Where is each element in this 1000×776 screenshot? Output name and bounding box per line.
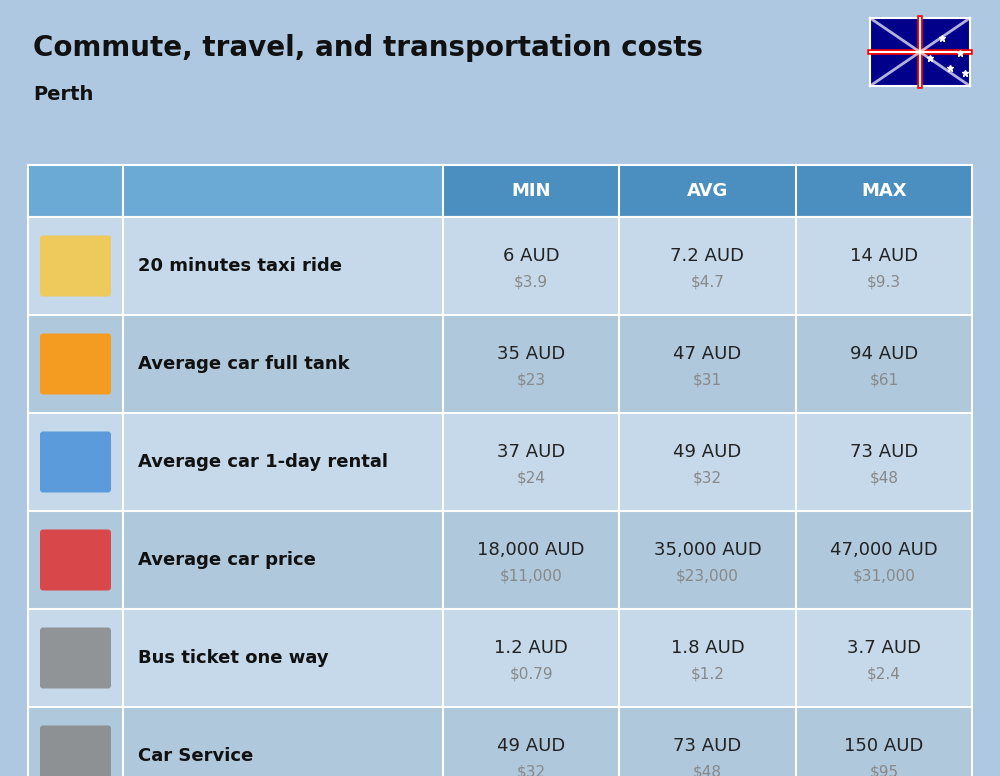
FancyBboxPatch shape xyxy=(40,628,111,688)
Bar xyxy=(28,315,972,413)
Bar xyxy=(870,18,970,86)
Bar xyxy=(28,511,972,609)
Text: 94 AUD: 94 AUD xyxy=(850,345,918,363)
Bar xyxy=(28,413,972,511)
Text: 18,000 AUD: 18,000 AUD xyxy=(477,541,585,559)
Text: Average car 1-day rental: Average car 1-day rental xyxy=(138,453,388,471)
Text: Average car price: Average car price xyxy=(138,551,316,569)
Text: Bus ticket one way: Bus ticket one way xyxy=(138,649,329,667)
Text: 37 AUD: 37 AUD xyxy=(497,443,565,461)
Text: $31,000: $31,000 xyxy=(852,569,915,584)
FancyBboxPatch shape xyxy=(40,529,111,591)
FancyBboxPatch shape xyxy=(40,334,111,394)
Text: Car Service: Car Service xyxy=(138,747,253,765)
Text: 73 AUD: 73 AUD xyxy=(850,443,918,461)
Text: Average car full tank: Average car full tank xyxy=(138,355,350,373)
Text: $3.9: $3.9 xyxy=(514,275,548,289)
Text: 3.7 AUD: 3.7 AUD xyxy=(847,639,921,657)
Text: 35 AUD: 35 AUD xyxy=(497,345,565,363)
Text: 49 AUD: 49 AUD xyxy=(673,443,742,461)
Text: 1.8 AUD: 1.8 AUD xyxy=(671,639,744,657)
FancyBboxPatch shape xyxy=(40,235,111,296)
Text: 73 AUD: 73 AUD xyxy=(673,737,742,755)
Text: $32: $32 xyxy=(693,470,722,486)
Bar xyxy=(28,165,443,217)
Text: 35,000 AUD: 35,000 AUD xyxy=(654,541,761,559)
Text: $31: $31 xyxy=(693,372,722,387)
Bar xyxy=(28,315,123,413)
Text: $4.7: $4.7 xyxy=(691,275,724,289)
Text: $61: $61 xyxy=(869,372,898,387)
Bar xyxy=(28,413,123,511)
Text: $0.79: $0.79 xyxy=(509,667,553,681)
Text: Perth: Perth xyxy=(33,85,93,105)
Text: MIN: MIN xyxy=(511,182,551,200)
Text: $11,000: $11,000 xyxy=(500,569,563,584)
FancyBboxPatch shape xyxy=(40,726,111,776)
Text: Commute, travel, and transportation costs: Commute, travel, and transportation cost… xyxy=(33,34,703,62)
Text: MAX: MAX xyxy=(861,182,907,200)
Text: $32: $32 xyxy=(517,764,546,776)
Bar xyxy=(28,609,972,707)
Text: 47,000 AUD: 47,000 AUD xyxy=(830,541,938,559)
Text: $24: $24 xyxy=(517,470,546,486)
Text: AVG: AVG xyxy=(687,182,728,200)
Bar xyxy=(28,707,123,776)
Text: 6 AUD: 6 AUD xyxy=(503,247,559,265)
Bar xyxy=(28,609,123,707)
Text: $2.4: $2.4 xyxy=(867,667,901,681)
Bar xyxy=(28,217,972,315)
Bar xyxy=(28,217,123,315)
Text: 7.2 AUD: 7.2 AUD xyxy=(670,247,744,265)
Text: $23: $23 xyxy=(517,372,546,387)
Text: 49 AUD: 49 AUD xyxy=(497,737,565,755)
Bar xyxy=(28,511,123,609)
FancyBboxPatch shape xyxy=(40,431,111,493)
Text: 47 AUD: 47 AUD xyxy=(673,345,742,363)
Text: $48: $48 xyxy=(869,470,898,486)
Text: $1.2: $1.2 xyxy=(691,667,724,681)
Text: 150 AUD: 150 AUD xyxy=(844,737,924,755)
Text: $23,000: $23,000 xyxy=(676,569,739,584)
Bar xyxy=(28,165,972,217)
Text: 14 AUD: 14 AUD xyxy=(850,247,918,265)
Text: 1.2 AUD: 1.2 AUD xyxy=(494,639,568,657)
Text: 20 minutes taxi ride: 20 minutes taxi ride xyxy=(138,257,342,275)
Text: $9.3: $9.3 xyxy=(867,275,901,289)
Bar xyxy=(28,707,972,776)
Text: $95: $95 xyxy=(869,764,898,776)
Text: $48: $48 xyxy=(693,764,722,776)
